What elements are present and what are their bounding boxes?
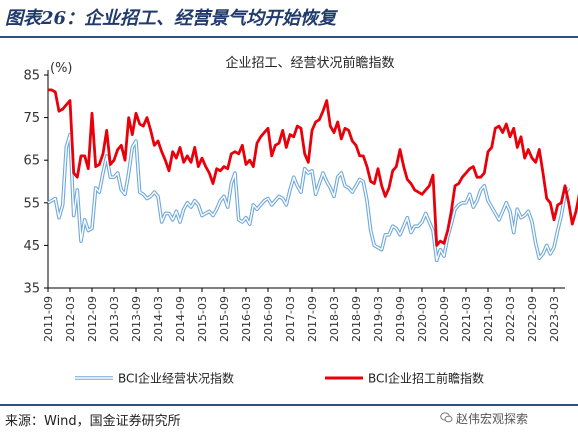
y-tick-label: 85 <box>23 69 40 84</box>
source-rule <box>0 404 578 406</box>
x-tick-label: 2017-03 <box>284 296 297 342</box>
x-tick-labels: 2011-09 2012-03 2012-09 2013-03 2013-09 2014-… <box>42 296 561 342</box>
series-line-2 <box>48 88 578 247</box>
axes <box>44 70 565 292</box>
legend-label-2: BCI企业招工前瞻指数 <box>368 371 484 386</box>
y-tick-label: 45 <box>23 239 40 254</box>
source-note: 来源：Wind，国金证券研究所 <box>5 414 181 429</box>
y-tick-label: 65 <box>23 154 40 169</box>
x-tick-label: 2013-09 <box>130 296 143 342</box>
x-tick-label: 2023-03 <box>548 296 561 342</box>
wechat-icon <box>440 412 453 423</box>
x-tick-label: 2019-03 <box>372 296 385 342</box>
x-tick-label: 2016-03 <box>240 296 253 342</box>
series-lines <box>47 88 578 263</box>
chart-title: 企业招工、经营状况前瞻指数 <box>225 55 394 71</box>
x-tick-label: 2018-03 <box>328 296 341 342</box>
y-tick-label: 75 <box>23 111 40 126</box>
title-rule <box>0 36 578 38</box>
x-tick-label: 2019-09 <box>394 296 407 342</box>
x-tick-label: 2012-09 <box>86 296 99 342</box>
y-tick-label: 55 <box>23 196 40 211</box>
y-tick-labels: 35 45 55 65 75 85 <box>23 69 40 297</box>
series-line-1-inner <box>47 133 570 261</box>
x-tick-label: 2022-09 <box>526 296 539 342</box>
x-tick-label: 2014-09 <box>174 296 187 342</box>
x-tick-label: 2015-09 <box>218 296 231 342</box>
x-tick-label: 2022-03 <box>504 296 517 342</box>
x-tick-label: 2011-09 <box>42 296 55 342</box>
x-tick-label: 2016-09 <box>262 296 275 342</box>
x-tick-label: 2020-03 <box>416 296 429 342</box>
figure-title: 图表26：企业招工、经营景气均开始恢复 <box>5 8 337 29</box>
x-tick-label: 2021-09 <box>482 296 495 342</box>
y-axis-unit: (%) <box>50 61 73 76</box>
watermark: 赵伟宏观探索 <box>456 412 529 426</box>
x-tick-label: 2012-03 <box>64 296 77 342</box>
x-tick-label: 2014-03 <box>152 296 165 342</box>
x-tick-label: 2015-03 <box>196 296 209 342</box>
x-tick-label: 2021-03 <box>460 296 473 342</box>
x-tick-label: 2020-09 <box>438 296 451 342</box>
legend: BCI企业经营状况指数 BCI企业招工前瞻指数 <box>75 371 484 386</box>
x-tick-label: 2013-03 <box>108 296 121 342</box>
x-tick-label: 2017-09 <box>306 296 319 342</box>
legend-label-1: BCI企业经营状况指数 <box>118 371 234 386</box>
y-tick-label: 35 <box>23 282 40 297</box>
x-tick-label: 2018-09 <box>350 296 363 342</box>
